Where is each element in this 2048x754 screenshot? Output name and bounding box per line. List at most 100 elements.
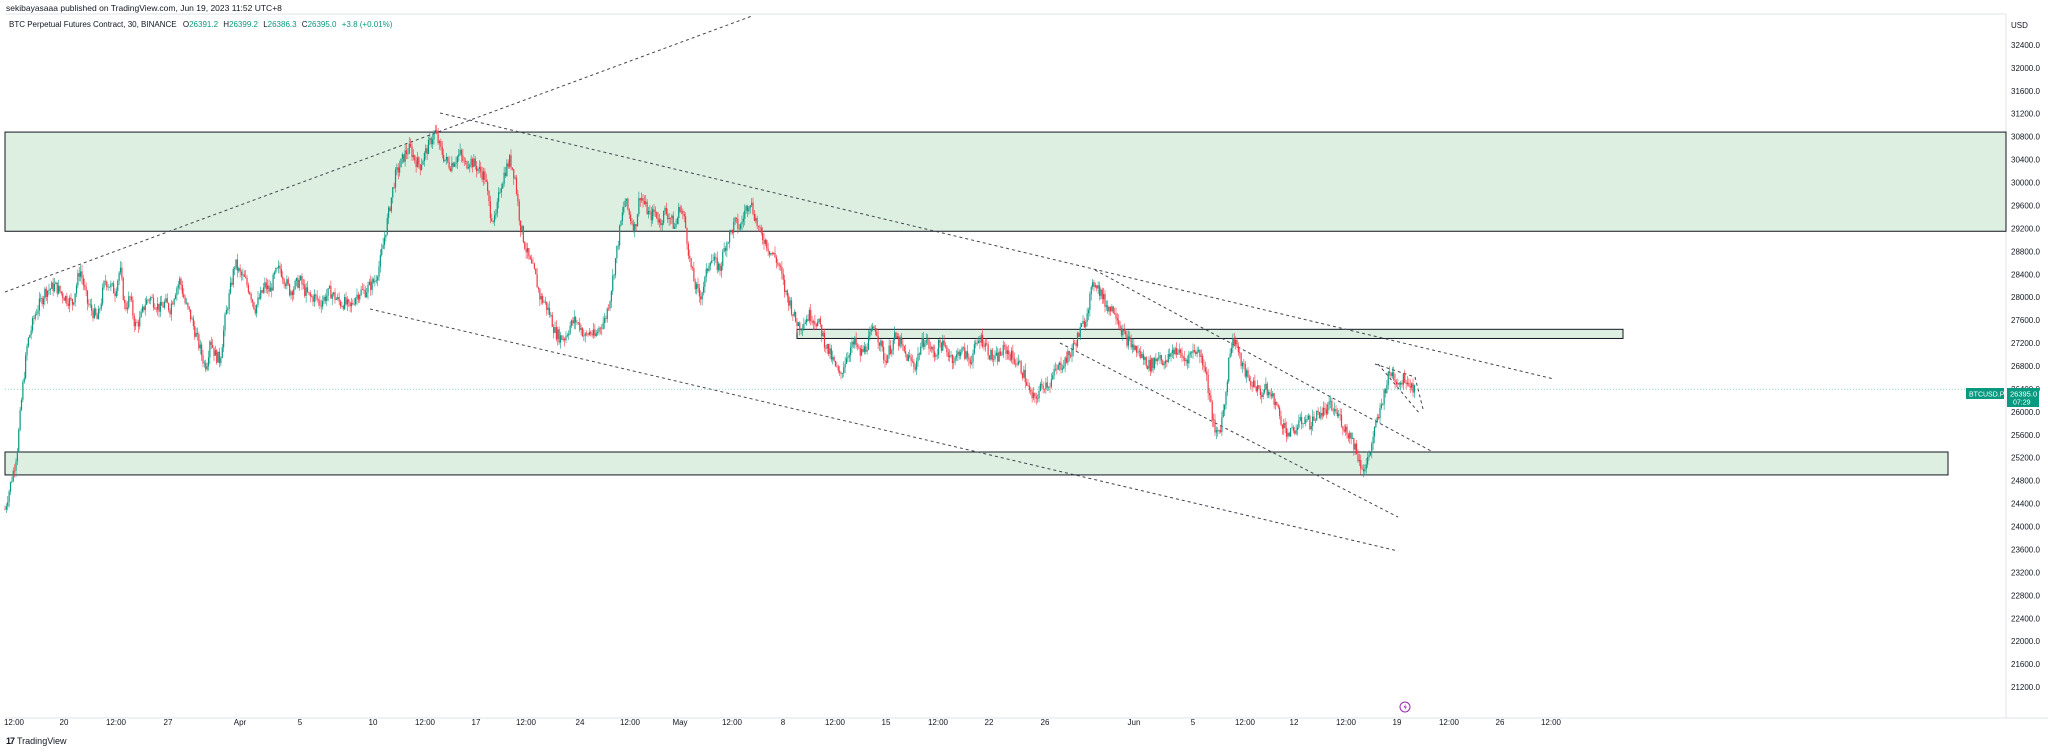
candle-body bbox=[837, 366, 839, 371]
candle-body bbox=[1104, 294, 1106, 307]
candle-body bbox=[1195, 351, 1197, 354]
trendline[interactable] bbox=[1414, 376, 1424, 410]
candle-body bbox=[782, 273, 784, 280]
candle-body bbox=[789, 300, 791, 306]
candle-body bbox=[1406, 382, 1409, 385]
upper-supply-zone[interactable] bbox=[4, 131, 2007, 232]
candle-body bbox=[100, 303, 102, 309]
candle-body bbox=[652, 209, 654, 221]
candle-body bbox=[933, 351, 936, 357]
price-axis[interactable]: 32400.0 32000.0 31600.0 31200.0 30800.0 30400… bbox=[2011, 41, 2040, 692]
candle-body bbox=[762, 232, 764, 240]
candles-layer bbox=[4, 124, 1415, 513]
candle-body bbox=[1338, 414, 1340, 417]
candle-body bbox=[984, 343, 986, 347]
candle-body bbox=[561, 335, 563, 340]
candle-body bbox=[378, 266, 380, 278]
candle-body bbox=[939, 339, 941, 343]
candle-body bbox=[818, 318, 820, 322]
candle-body bbox=[718, 263, 720, 271]
candle-body bbox=[92, 310, 94, 319]
y-tick-label: 27600.0 bbox=[2011, 316, 2040, 325]
candle-body bbox=[289, 284, 291, 296]
candle-body bbox=[840, 372, 842, 374]
footer[interactable]: 17 TradingView bbox=[6, 736, 67, 746]
candle-body bbox=[770, 252, 772, 255]
candle-body bbox=[1163, 363, 1165, 366]
candle-body bbox=[1127, 336, 1129, 346]
candle-body bbox=[390, 197, 392, 211]
candle-body bbox=[913, 361, 915, 367]
candle-body bbox=[852, 341, 854, 345]
candle-body bbox=[117, 280, 119, 292]
candle-body bbox=[1221, 417, 1223, 433]
lower-demand-zone[interactable] bbox=[4, 451, 1949, 476]
candle-body bbox=[1354, 443, 1356, 450]
candle-body bbox=[946, 346, 948, 353]
candle-body bbox=[408, 143, 410, 154]
trendline[interactable] bbox=[1377, 363, 1421, 415]
candle-body bbox=[319, 300, 321, 306]
x-tick-label: 12:00 bbox=[1235, 718, 1256, 727]
candle-body bbox=[525, 248, 527, 253]
candle-body bbox=[1019, 361, 1021, 362]
candle-body bbox=[1189, 352, 1191, 355]
candle-body bbox=[1384, 389, 1387, 393]
candle-body bbox=[727, 242, 729, 244]
candle-body bbox=[1323, 407, 1325, 416]
candle-body bbox=[698, 287, 700, 297]
candle-body bbox=[686, 227, 688, 244]
candle-body bbox=[1008, 350, 1010, 355]
candle-body bbox=[1170, 353, 1172, 357]
candle-body bbox=[784, 279, 786, 292]
candle-body bbox=[476, 165, 478, 172]
mid-resistance-zone[interactable] bbox=[796, 328, 1624, 339]
candle-body bbox=[781, 266, 783, 274]
candle-body bbox=[322, 301, 324, 307]
x-tick-label: 24 bbox=[576, 718, 585, 727]
candle-body bbox=[452, 162, 454, 167]
candle-body bbox=[1395, 381, 1398, 385]
candle-body bbox=[184, 297, 186, 304]
candle-body bbox=[1368, 454, 1370, 458]
trendline[interactable] bbox=[439, 112, 1555, 380]
candle-body bbox=[192, 318, 194, 327]
candle-body bbox=[42, 298, 45, 305]
legend-low: 26386.3 bbox=[268, 20, 297, 29]
candle-body bbox=[47, 290, 49, 297]
candle-body bbox=[493, 215, 496, 222]
candle-body bbox=[364, 289, 366, 298]
trendline[interactable] bbox=[1374, 363, 1416, 378]
candle-body bbox=[1296, 427, 1299, 430]
candle-body bbox=[988, 355, 991, 360]
candle-body bbox=[214, 350, 216, 356]
candle-body bbox=[832, 357, 834, 360]
lightning-icon[interactable] bbox=[1399, 701, 1411, 713]
candle-body bbox=[371, 279, 373, 290]
candle-body bbox=[339, 301, 342, 307]
candle-body bbox=[976, 342, 978, 344]
candle-body bbox=[1081, 323, 1083, 328]
candle-body bbox=[709, 262, 711, 266]
candle-body bbox=[273, 272, 276, 275]
candle-body bbox=[878, 342, 881, 346]
candle-body bbox=[874, 328, 876, 332]
candle-body bbox=[1028, 385, 1030, 390]
candle-body bbox=[1329, 400, 1332, 402]
candle-body bbox=[932, 346, 934, 352]
candle-body bbox=[388, 207, 390, 218]
candle-body bbox=[521, 225, 523, 231]
time-axis[interactable]: 12:00 20 12:00 27 Apr 5 10 12:00 17 12:00 24 12:00 M… bbox=[4, 718, 1562, 727]
y-tick-label: 24400.0 bbox=[2011, 500, 2040, 509]
candle-body bbox=[514, 177, 516, 179]
candle-body bbox=[70, 297, 72, 300]
candle-body bbox=[1373, 426, 1376, 437]
candle-body bbox=[71, 299, 73, 305]
trendline[interactable] bbox=[369, 308, 1399, 552]
candle-body bbox=[38, 298, 40, 311]
candle-body bbox=[843, 367, 845, 374]
candle-body bbox=[576, 322, 578, 324]
trendline[interactable] bbox=[4, 15, 753, 293]
candle-body bbox=[375, 280, 377, 282]
